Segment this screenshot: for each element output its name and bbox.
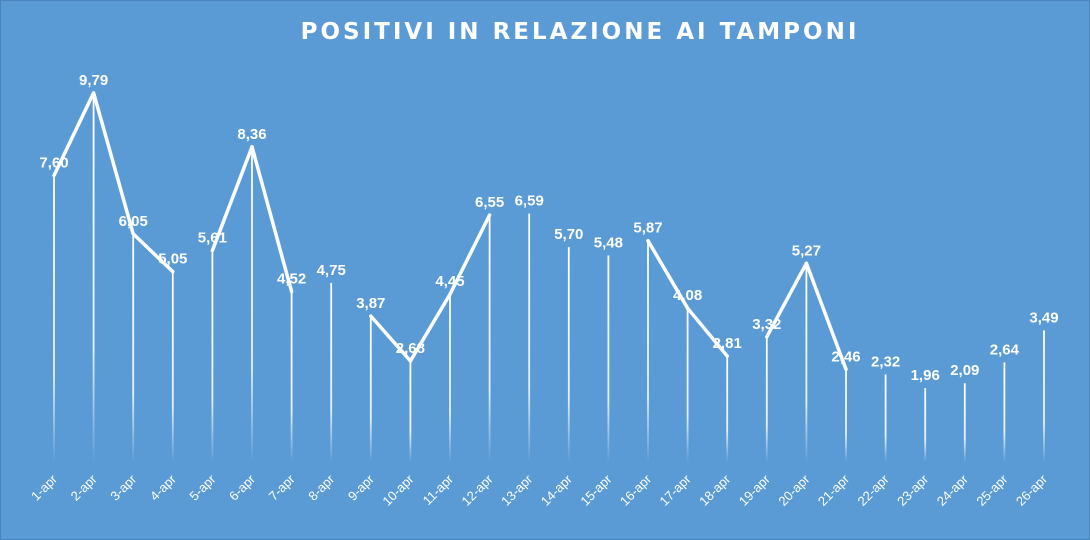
drop-line-26-apr <box>1043 330 1045 462</box>
data-label-16-apr: 5,87 <box>633 220 662 237</box>
x-axis-tick-labels: 1-apr 2-apr 3-apr 4-apr 5-apr 6-apr 7-apr 8-apr… <box>28 471 1051 509</box>
line-segment-9-apr-10-apr <box>369 314 413 363</box>
drop-line-5-apr <box>211 250 214 462</box>
data-label-13-apr: 6,59 <box>515 193 544 210</box>
data-label-3-apr: 6,05 <box>119 213 148 230</box>
drop-line-25-apr <box>1003 362 1006 462</box>
x-tick-label-24-apr: 24-apr <box>934 471 972 509</box>
data-label-19-apr: 3,32 <box>752 316 781 333</box>
x-tick-label-22-apr: 22-apr <box>855 471 893 509</box>
drop-line-11-apr <box>449 294 451 462</box>
data-label-18-apr: 2,81 <box>713 335 742 352</box>
drop-line-20-apr <box>805 263 808 462</box>
data-label-9-apr: 3,87 <box>356 295 385 312</box>
data-labels: 7,60 9,79 6,05 5,05 5,61 8,36 4,52 4,75 3,87 2,68… <box>39 72 1058 384</box>
line-segment-20-apr-21-apr <box>804 261 848 372</box>
data-label-4-apr: 5,05 <box>158 251 187 268</box>
data-label-22-apr: 2,32 <box>871 354 900 371</box>
x-tick-label-25-apr: 25-apr <box>973 471 1011 509</box>
drop-line-3-apr <box>132 233 135 462</box>
x-tick-label-15-apr: 15-apr <box>577 471 615 509</box>
line-segment-10-apr-11-apr <box>408 292 452 363</box>
x-tick-label-17-apr: 17-apr <box>657 471 695 509</box>
data-label-6-apr: 8,36 <box>237 126 266 143</box>
line-segment-11-apr-12-apr <box>448 213 492 296</box>
data-label-17-apr: 4,08 <box>673 287 702 304</box>
line-segment-17-apr-18-apr <box>685 306 729 358</box>
x-tick-label-5-apr: 5-apr <box>186 471 219 504</box>
x-tick-label-2-apr: 2-apr <box>68 471 101 504</box>
drop-line-10-apr <box>409 360 412 462</box>
drop-line-2-apr <box>92 92 95 463</box>
data-label-11-apr: 4,45 <box>435 273 464 290</box>
line-segment-16-apr-17-apr <box>646 238 690 310</box>
drop-line-12-apr <box>488 215 491 462</box>
drop-line-16-apr <box>647 240 649 462</box>
x-tick-label-13-apr: 13-apr <box>498 471 536 509</box>
x-tick-label-14-apr: 14-apr <box>538 471 576 509</box>
x-tick-label-21-apr: 21-apr <box>815 471 853 509</box>
data-label-25-apr: 2,64 <box>990 341 1020 358</box>
drop-line-6-apr <box>251 146 253 462</box>
line-segment-6-apr-7-apr <box>250 145 294 294</box>
line-segment-19-apr-20-apr <box>765 261 809 339</box>
data-label-12-apr: 6,55 <box>475 194 504 211</box>
x-tick-label-1-apr: 1-apr <box>28 471 61 504</box>
x-tick-label-19-apr: 19-apr <box>736 471 774 509</box>
data-label-15-apr: 5,48 <box>594 234 623 251</box>
drop-line-13-apr <box>528 213 531 462</box>
data-label-5-apr: 5,61 <box>198 230 227 247</box>
x-tick-label-4-apr: 4-apr <box>147 471 180 504</box>
line-segment-3-apr-4-apr <box>131 232 175 274</box>
x-tick-label-16-apr: 16-apr <box>617 471 655 509</box>
drop-line-18-apr <box>726 356 729 462</box>
line-segment-1-apr-2-apr <box>52 91 96 178</box>
data-label-2-apr: 9,79 <box>79 72 108 89</box>
series-line <box>52 91 848 372</box>
drop-line-21-apr <box>845 369 847 462</box>
drop-line-17-apr <box>686 308 689 462</box>
data-label-10-apr: 2,68 <box>396 340 425 357</box>
x-tick-label-11-apr: 11-apr <box>420 471 457 508</box>
x-tick-label-7-apr: 7-apr <box>266 471 299 504</box>
chart-title: POSITIVI IN RELAZIONE AI TAMPONI <box>301 19 860 45</box>
data-label-21-apr: 2,46 <box>831 348 860 365</box>
x-tick-label-20-apr: 20-apr <box>775 471 813 509</box>
x-tick-label-8-apr: 8-apr <box>305 471 338 504</box>
drop-line-1-apr <box>53 175 55 463</box>
drop-line-4-apr <box>171 271 174 462</box>
data-label-23-apr: 1,96 <box>911 367 940 384</box>
x-tick-label-26-apr: 26-apr <box>1013 471 1051 509</box>
x-tick-label-23-apr: 23-apr <box>894 471 932 509</box>
x-tick-label-9-apr: 9-apr <box>345 471 378 504</box>
drop-line-8-apr <box>330 282 333 462</box>
x-tick-label-6-apr: 6-apr <box>226 471 259 504</box>
drop-line-7-apr <box>290 291 293 462</box>
data-label-20-apr: 5,27 <box>792 242 821 259</box>
line-segment-5-apr-6-apr <box>210 145 254 253</box>
data-label-24-apr: 2,09 <box>950 362 979 379</box>
data-label-7-apr: 4,52 <box>277 271 306 288</box>
line-segment-2-apr-3-apr <box>91 91 135 236</box>
x-tick-label-10-apr: 10-apr <box>379 471 417 509</box>
data-label-26-apr: 3,49 <box>1029 309 1058 326</box>
x-tick-label-18-apr: 18-apr <box>696 471 734 509</box>
drop-lines <box>53 92 1045 463</box>
drop-line-23-apr <box>924 388 927 462</box>
x-tick-label-12-apr: 12-apr <box>459 471 497 509</box>
data-label-1-apr: 7,60 <box>39 154 68 171</box>
data-label-8-apr: 4,75 <box>317 262 346 279</box>
drop-line-22-apr <box>884 374 887 462</box>
drop-line-14-apr <box>567 247 570 462</box>
drop-line-24-apr <box>963 383 966 462</box>
drop-line-15-apr <box>607 255 610 462</box>
drop-line-9-apr <box>369 316 372 462</box>
drop-line-19-apr <box>765 336 768 462</box>
x-tick-label-3-apr: 3-apr <box>107 471 140 504</box>
data-label-14-apr: 5,70 <box>554 226 583 243</box>
